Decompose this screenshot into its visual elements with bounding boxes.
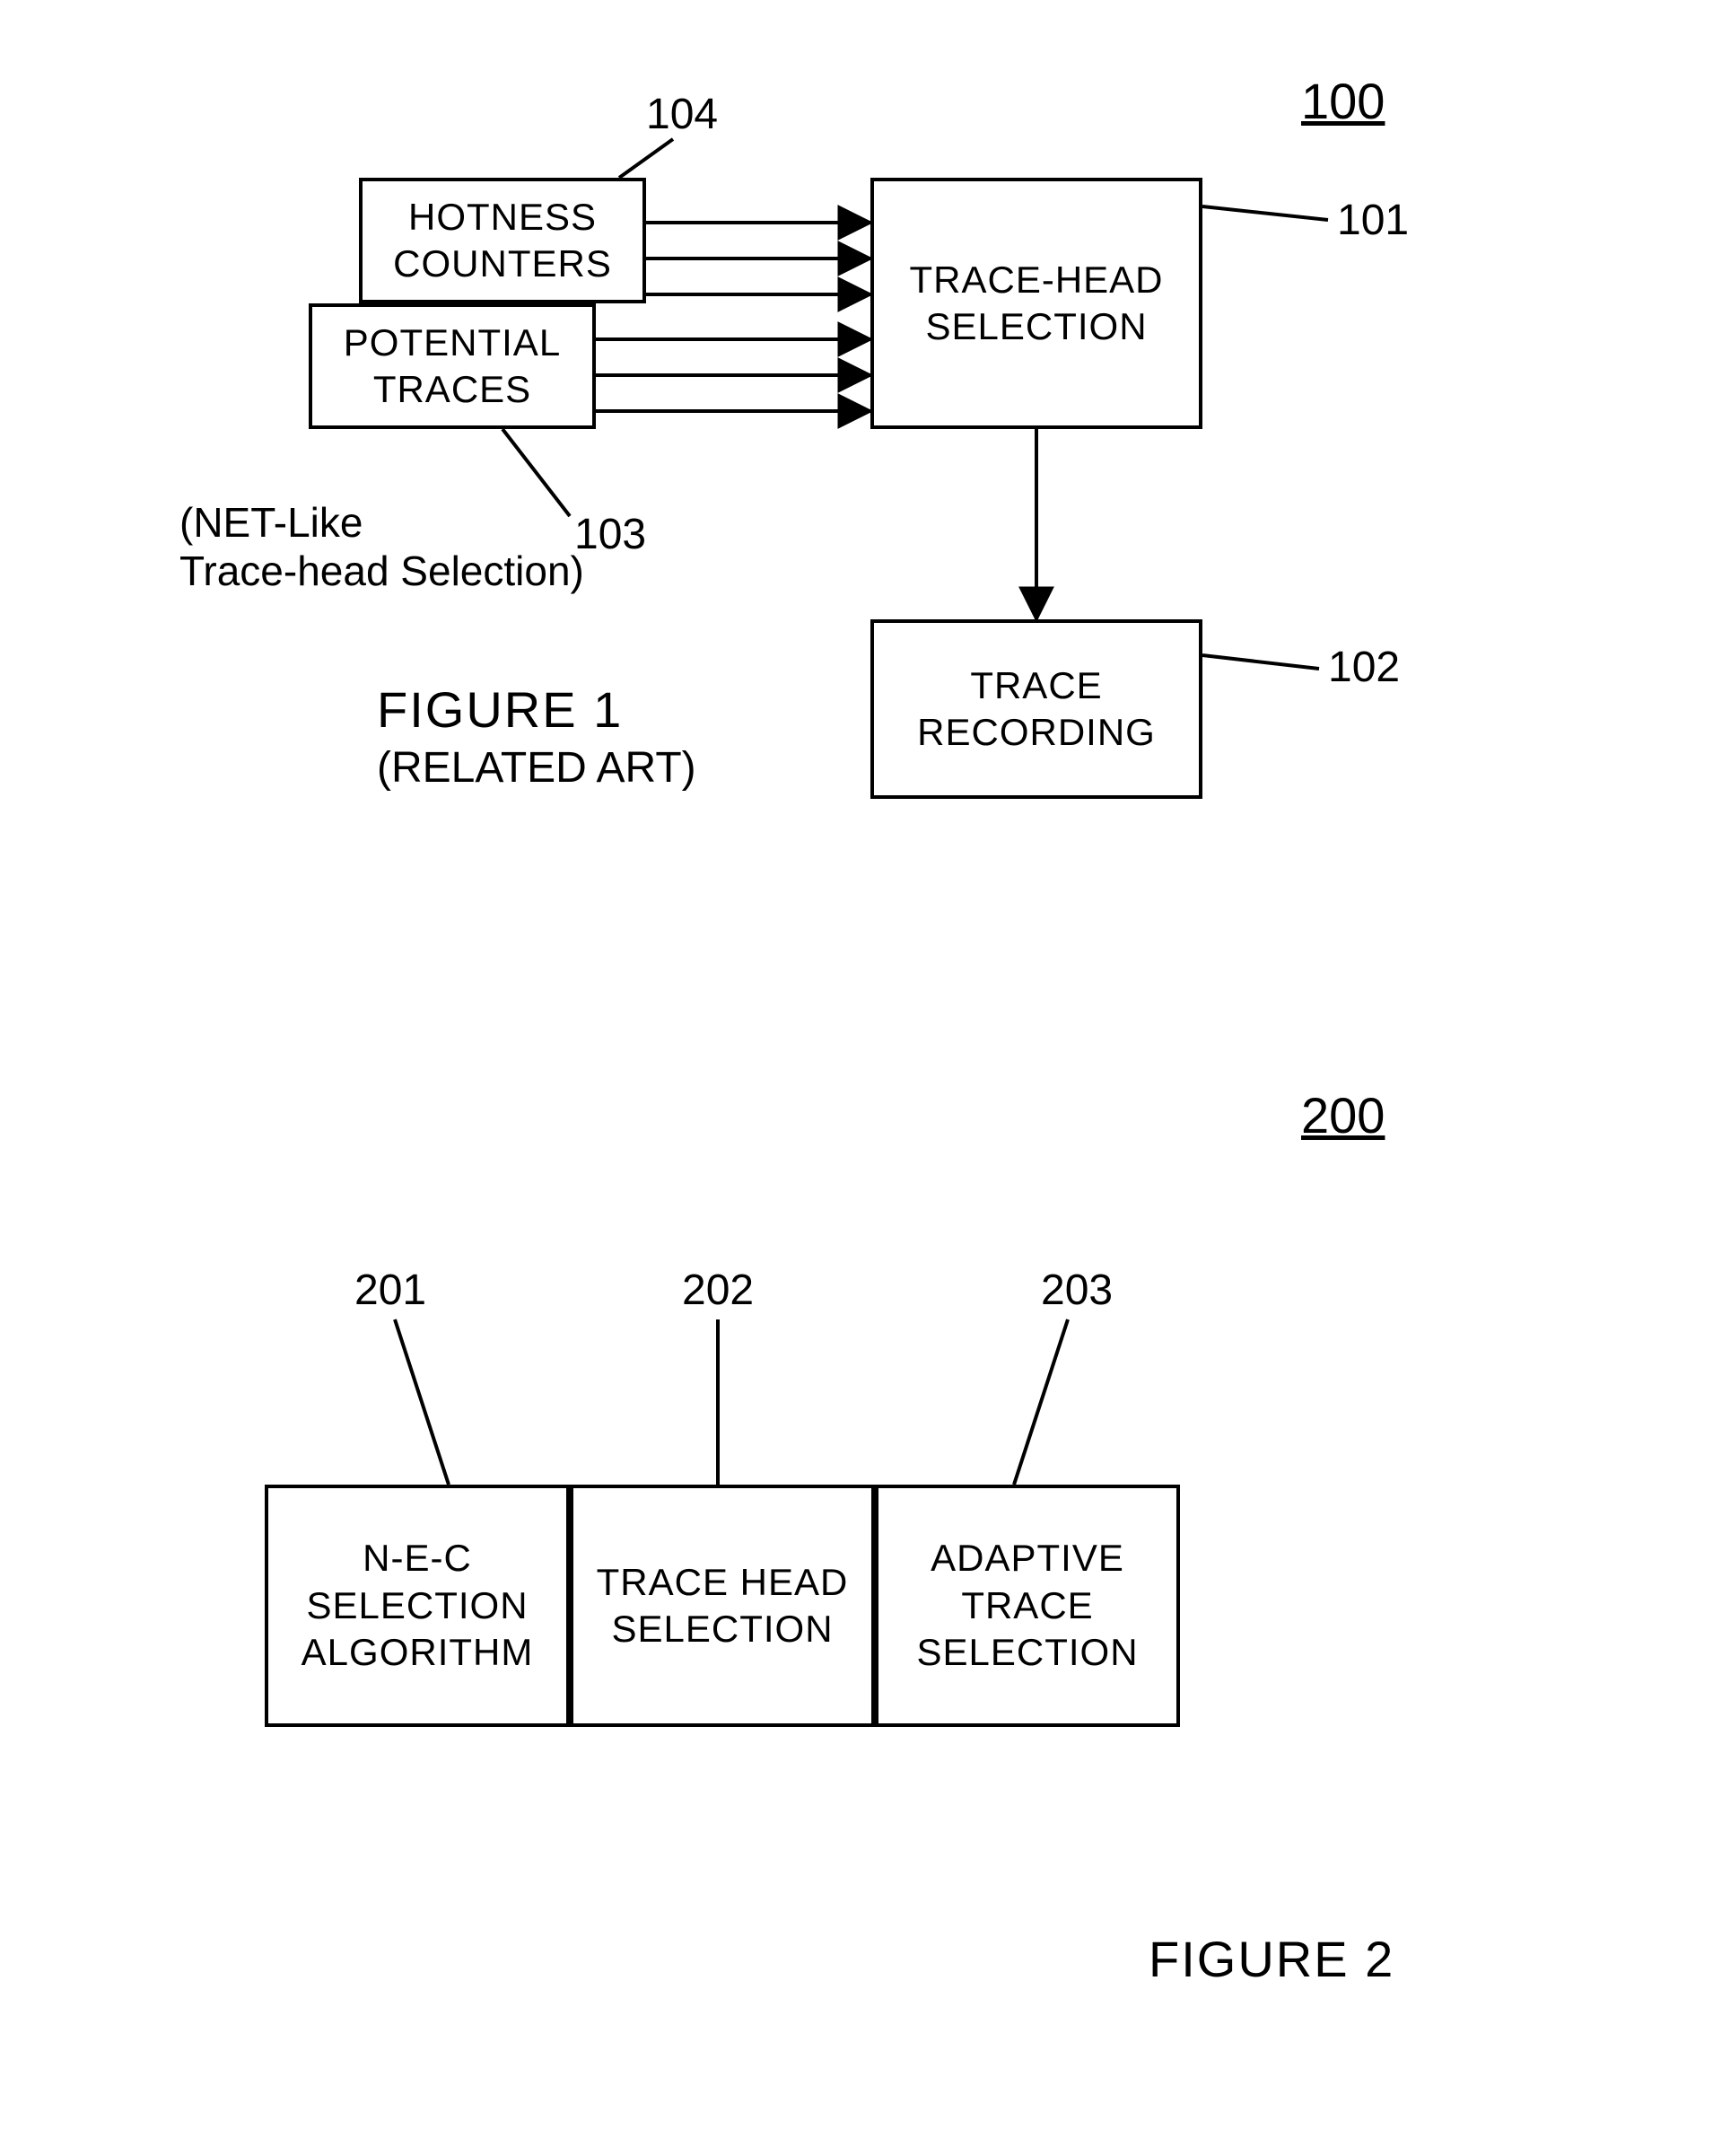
ref-201: 201 [354,1266,426,1315]
tracehead-selection-label: TRACE-HEAD SELECTION [874,257,1199,351]
tracehead-selection-box: TRACE-HEAD SELECTION [870,178,1202,429]
netlike-note: (NET-Like Trace-head Selection) [179,498,584,595]
ref-103: 103 [574,510,646,559]
adaptive-label: ADAPTIVE TRACE SELECTION [878,1535,1176,1677]
ref-102: 102 [1328,643,1400,692]
nec-box: N-E-C SELECTION ALGORITHM [265,1485,570,1727]
potential-traces-label: POTENTIAL TRACES [312,320,592,414]
ref-203: 203 [1041,1266,1113,1315]
fig1-subcaption: (RELATED ART) [377,743,696,793]
connectors-svg [0,0,1713,2156]
trace-recording-box: TRACE RECORDING [870,619,1202,799]
ref-101: 101 [1337,196,1409,245]
ref-202: 202 [682,1266,754,1315]
fig2-number: 200 [1301,1086,1385,1144]
hotness-counters-box: HOTNESS COUNTERS [359,178,646,303]
hotness-counters-label: HOTNESS COUNTERS [363,194,642,288]
fig2-caption: FIGURE 2 [1149,1930,1394,1988]
ref-104: 104 [646,90,718,139]
fig1-number: 100 [1301,72,1385,130]
potential-traces-box: POTENTIAL TRACES [309,303,596,429]
adaptive-box: ADAPTIVE TRACE SELECTION [875,1485,1180,1727]
trace-recording-label: TRACE RECORDING [874,662,1199,757]
tracehead2-label: TRACE HEAD SELECTION [573,1559,871,1653]
fig1-caption: FIGURE 1 [377,680,623,739]
tracehead2-box: TRACE HEAD SELECTION [570,1485,875,1727]
nec-label: N-E-C SELECTION ALGORITHM [268,1535,566,1677]
